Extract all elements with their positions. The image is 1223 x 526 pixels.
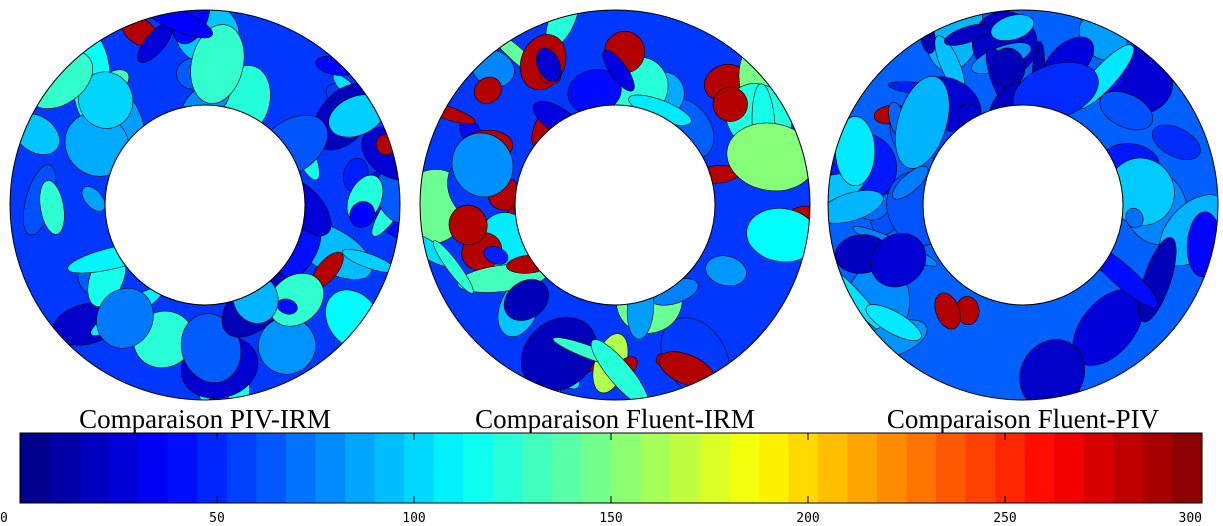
colorbar-band xyxy=(729,433,760,503)
contour-blob xyxy=(96,287,154,349)
contour-blob xyxy=(835,116,876,186)
contour-blob xyxy=(349,201,375,228)
colorbar-band xyxy=(936,433,967,503)
contour-blob xyxy=(944,23,990,46)
panel-label: Comparaison PIV-IRM xyxy=(79,404,331,434)
ring-outline xyxy=(419,9,811,401)
contour-blob xyxy=(590,339,649,400)
ring-outline xyxy=(827,9,1219,401)
colorbar-band xyxy=(995,433,1026,503)
contour-blob xyxy=(895,76,950,169)
contour-blob xyxy=(451,132,514,198)
colorbar-band xyxy=(788,433,819,503)
colorbar-band xyxy=(1024,433,1055,503)
contour-blob xyxy=(39,180,65,235)
colorbar-band xyxy=(79,433,110,503)
panel-label: Comparaison Fluent-IRM xyxy=(475,404,755,434)
contour-blob xyxy=(870,232,927,288)
colorbar-band xyxy=(226,433,257,503)
contour-blob xyxy=(483,245,509,265)
colorbar-band xyxy=(581,433,612,503)
contour-blob xyxy=(828,190,884,224)
colorbar-band xyxy=(374,433,405,503)
contour-blob xyxy=(81,186,106,212)
tick-label: 200 xyxy=(796,511,819,526)
contour-blob xyxy=(934,292,961,330)
contour-blob xyxy=(432,240,474,294)
colorbar-band xyxy=(492,433,523,503)
colorbar-band xyxy=(640,433,671,503)
colorbar-band xyxy=(1142,433,1173,503)
contour-blob xyxy=(536,47,562,82)
contour-blob xyxy=(473,76,502,105)
contour-blob xyxy=(892,165,929,200)
colorbar-band xyxy=(1054,433,1085,503)
colorbar-band xyxy=(463,433,494,503)
colorbar-band xyxy=(670,433,701,503)
contour-blob xyxy=(1019,339,1085,400)
contour-blob xyxy=(602,49,635,92)
contour-blob xyxy=(990,14,1035,41)
colorbar-band xyxy=(699,433,730,503)
panel-label: Comparaison Fluent-PIV xyxy=(887,404,1160,434)
colorbar-band xyxy=(551,433,582,503)
contour-blob xyxy=(78,71,134,129)
tick-label: 50 xyxy=(209,511,225,526)
ring-inner xyxy=(514,104,716,306)
colorbar-band xyxy=(345,433,376,503)
colorbar-band xyxy=(1113,433,1144,503)
colorbar-band xyxy=(1172,433,1203,503)
colorbar-band xyxy=(197,433,228,503)
contour-blob xyxy=(361,127,400,181)
contour-blob xyxy=(726,122,810,192)
colorbar-band xyxy=(611,433,642,503)
colorbar-band xyxy=(906,433,937,503)
colorbar-band xyxy=(817,433,848,503)
colorbar-band xyxy=(285,433,316,503)
contour-blob xyxy=(865,304,922,341)
colorbar-band xyxy=(20,433,51,503)
colorbar-band xyxy=(138,433,169,503)
contour-blob xyxy=(746,208,810,263)
contour-blob xyxy=(1099,91,1154,131)
colorbar-band xyxy=(522,433,553,503)
tick-label: 0 xyxy=(0,511,8,526)
contour-blob xyxy=(712,86,748,122)
colorbar-band xyxy=(876,433,907,503)
contour-blob xyxy=(448,204,488,246)
ring-inner xyxy=(922,104,1124,306)
colorbar-band xyxy=(49,433,80,503)
tick-label: 150 xyxy=(599,511,622,526)
tick-label: 250 xyxy=(993,511,1016,526)
contour-blob xyxy=(503,279,549,321)
contour-blob xyxy=(1125,207,1144,229)
colorbar-band xyxy=(167,433,198,503)
colorbar-band xyxy=(965,433,996,503)
colorbar-band xyxy=(108,433,139,503)
colorbar-band xyxy=(256,433,287,503)
ring-inner xyxy=(104,104,306,306)
colorbar-band xyxy=(758,433,789,503)
colorbar-band xyxy=(847,433,878,503)
contour-blob xyxy=(190,24,245,104)
ring-outline xyxy=(9,9,401,401)
colorbar-band xyxy=(1083,433,1114,503)
colorbar-band xyxy=(315,433,346,503)
contour-blob xyxy=(268,273,324,327)
colorbar-band xyxy=(404,433,435,503)
tick-label: 300 xyxy=(1179,511,1202,526)
contour-blob xyxy=(705,255,747,287)
contour-blob xyxy=(1152,124,1201,160)
tick-label: 100 xyxy=(402,511,425,526)
colorbar-band xyxy=(433,433,464,503)
